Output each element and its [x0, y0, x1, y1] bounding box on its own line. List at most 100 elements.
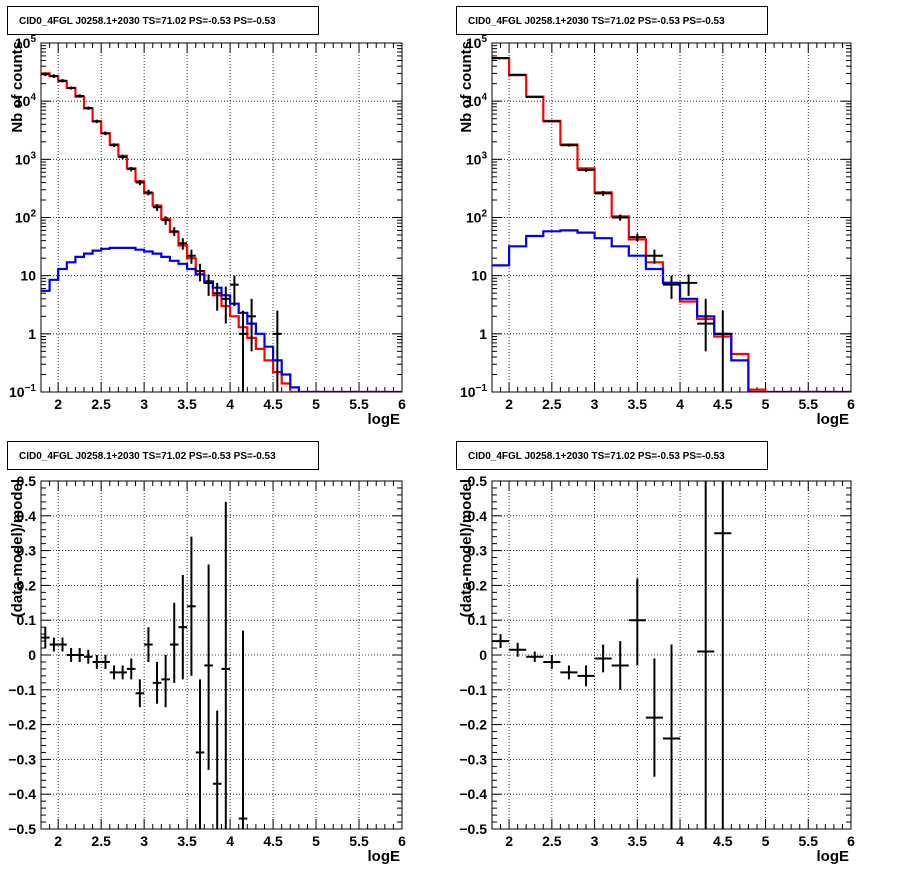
data-point	[204, 564, 213, 770]
y-tick-label: 1	[28, 326, 36, 342]
plot-area	[41, 72, 402, 392]
data-point	[645, 658, 663, 777]
data-point	[212, 710, 222, 829]
data-point	[230, 275, 239, 307]
plot-area	[492, 481, 732, 829]
data-point	[560, 143, 578, 147]
x-tick-label: 5.5	[799, 833, 819, 849]
data-point	[144, 189, 153, 196]
plot-frame	[491, 42, 852, 393]
data-point	[109, 143, 119, 148]
y-tick-label: −0.3	[459, 751, 487, 767]
x-tick-label: 4	[676, 833, 684, 849]
chart-title: CID0_4FGL J0258.1+2030 TS=71.02 PS=-0.53…	[19, 16, 276, 27]
data-point	[509, 73, 527, 76]
x-tick-label: 6	[847, 833, 855, 849]
data-point	[560, 665, 578, 680]
data-point	[697, 481, 715, 829]
y-tick-label: −0.5	[8, 821, 36, 837]
y-tick-label: 0	[479, 647, 487, 663]
data-point	[49, 74, 59, 79]
y-tick-label: 10	[471, 268, 487, 284]
x-tick-label: 2.5	[91, 396, 111, 412]
x-tick-label: 5.5	[349, 396, 369, 412]
data-point	[526, 651, 544, 662]
grid	[41, 43, 402, 392]
data-point	[697, 298, 715, 352]
y-axis-label: Nb of counts	[9, 41, 26, 133]
data-point	[628, 233, 646, 242]
data-point	[58, 637, 67, 652]
x-tick-label: 5	[312, 833, 320, 849]
data-point	[611, 214, 629, 221]
x-axis-label: logE	[368, 848, 401, 865]
data-point	[680, 274, 698, 296]
data-point	[83, 649, 93, 664]
data-point	[49, 637, 59, 652]
data-point	[41, 627, 50, 649]
data-point	[577, 665, 595, 687]
x-tick-label: 3	[591, 833, 599, 849]
data-point	[161, 655, 170, 708]
y-tick-label: 0.2	[468, 577, 488, 593]
x-tick-label: 2	[54, 396, 62, 412]
y-tick-label: −0.4	[459, 786, 487, 802]
data-point	[195, 679, 205, 829]
data-point	[152, 661, 162, 704]
x-tick-label: 2.5	[91, 833, 111, 849]
y-tick-label: 0.1	[468, 612, 488, 628]
x-tick-label: 6	[398, 833, 406, 849]
x-axis-label: logE	[368, 411, 401, 428]
ticks	[40, 43, 403, 393]
data-point	[221, 286, 231, 324]
y-tick-label: 102	[466, 209, 488, 226]
chart-counts-right: CID0_4FGL J0258.1+2030 TS=71.02 PS=-0.53…	[456, 6, 855, 428]
data-point	[714, 310, 732, 392]
data-point	[41, 72, 50, 77]
y-tick-label: −0.4	[8, 786, 36, 802]
data-point	[101, 655, 110, 669]
y-tick-label: −0.1	[8, 682, 36, 698]
plot-area	[492, 57, 851, 392]
x-tick-label: 3.5	[177, 833, 197, 849]
data-point	[714, 481, 732, 829]
data-point	[594, 644, 612, 673]
chart-residual-right: CID0_4FGL J0258.1+2030 TS=71.02 PS=-0.53…	[456, 441, 855, 865]
x-tick-label: 6	[847, 396, 855, 412]
data-point	[92, 119, 102, 124]
data-point	[221, 501, 231, 829]
x-tick-label: 4.5	[713, 833, 733, 849]
y-tick-label: 0.4	[17, 508, 37, 524]
y-tick-label: 0.4	[468, 508, 488, 524]
data-point	[66, 86, 76, 90]
x-tick-label: 6	[398, 396, 406, 412]
data-point	[135, 180, 145, 186]
x-axis-label: logE	[817, 848, 850, 865]
x-tick-label: 5	[762, 833, 770, 849]
data-point	[212, 282, 222, 311]
data-point	[187, 249, 196, 264]
data-point	[101, 131, 110, 136]
x-tick-label: 5.5	[799, 396, 819, 412]
x-tick-label: 4.5	[713, 396, 733, 412]
data-point	[247, 298, 256, 352]
data-point	[645, 249, 663, 264]
data-point	[492, 634, 510, 649]
data-point	[204, 274, 213, 296]
data-point	[611, 641, 629, 690]
ticks	[40, 480, 403, 830]
data-point	[543, 120, 561, 123]
data-point	[526, 95, 544, 99]
x-tick-label: 4	[226, 396, 234, 412]
x-tick-label: 3.5	[177, 396, 197, 412]
data-point	[187, 536, 196, 676]
y-axis-label: (data-model)/model	[9, 479, 26, 617]
x-tick-label: 2	[505, 396, 513, 412]
series-1-histogram	[41, 246, 402, 392]
x-tick-label: 4	[226, 833, 234, 849]
x-tick-label: 2	[505, 833, 513, 849]
data-point	[238, 310, 248, 392]
y-tick-label: −0.1	[459, 682, 487, 698]
data-point	[75, 648, 84, 662]
